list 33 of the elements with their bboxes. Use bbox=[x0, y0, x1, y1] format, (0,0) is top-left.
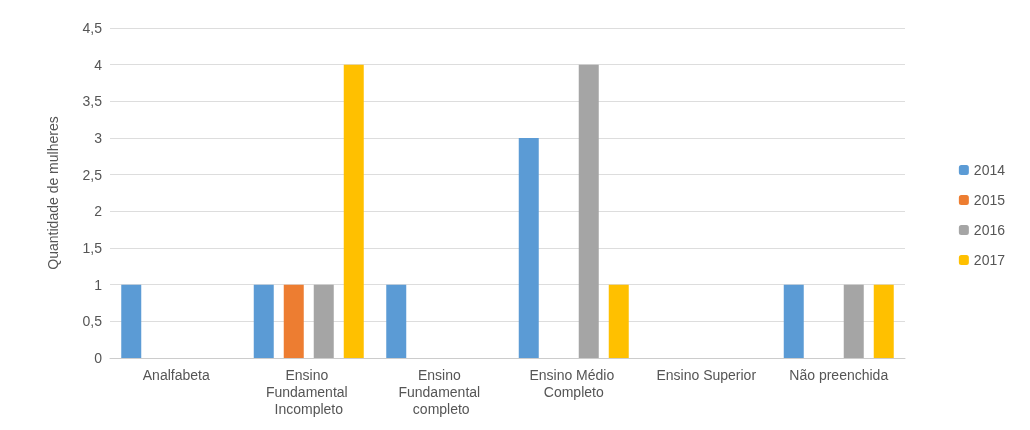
legend-label: 2016 bbox=[973, 222, 1006, 238]
y-tick-label: 0 bbox=[94, 350, 103, 366]
y-tick-label: 4 bbox=[94, 56, 103, 73]
bar bbox=[578, 64, 599, 358]
bar bbox=[253, 284, 274, 358]
bar bbox=[518, 138, 539, 358]
y-tick-label: 1 bbox=[94, 276, 103, 293]
x-tick-label: Não preenchida bbox=[789, 366, 889, 383]
bar bbox=[283, 284, 304, 358]
y-tick-label: 2 bbox=[94, 203, 103, 220]
legend-label: 2017 bbox=[973, 252, 1006, 268]
bar bbox=[386, 284, 407, 358]
x-tick-label: Ensino Superior bbox=[656, 366, 757, 383]
bar bbox=[121, 284, 142, 358]
legend-label: 2015 bbox=[973, 192, 1006, 208]
y-tick-label: 1,5 bbox=[82, 240, 103, 256]
legend-label: 2014 bbox=[973, 162, 1006, 178]
y-axis-title: Quantidade de mulheres bbox=[45, 116, 61, 270]
y-tick-label: 3,5 bbox=[82, 93, 103, 110]
x-tick-label: Ensino Fundamental Incompleto bbox=[265, 366, 352, 417]
bar bbox=[783, 284, 804, 358]
y-tick-label: 4,5 bbox=[82, 20, 103, 36]
bar bbox=[313, 284, 334, 358]
x-tick-label: Analfabeta bbox=[142, 366, 210, 383]
x-tick-label: Ensino Médio Completo bbox=[529, 366, 619, 400]
y-tick-label: 2,5 bbox=[82, 166, 103, 183]
bar bbox=[843, 284, 864, 358]
y-tick-label: 0,5 bbox=[82, 313, 103, 330]
bar bbox=[608, 284, 629, 358]
bar bbox=[343, 64, 364, 358]
y-tick-label: 3 bbox=[94, 130, 103, 146]
x-tick-label: Ensino Fundamental completo bbox=[398, 366, 485, 417]
bar bbox=[873, 284, 894, 358]
